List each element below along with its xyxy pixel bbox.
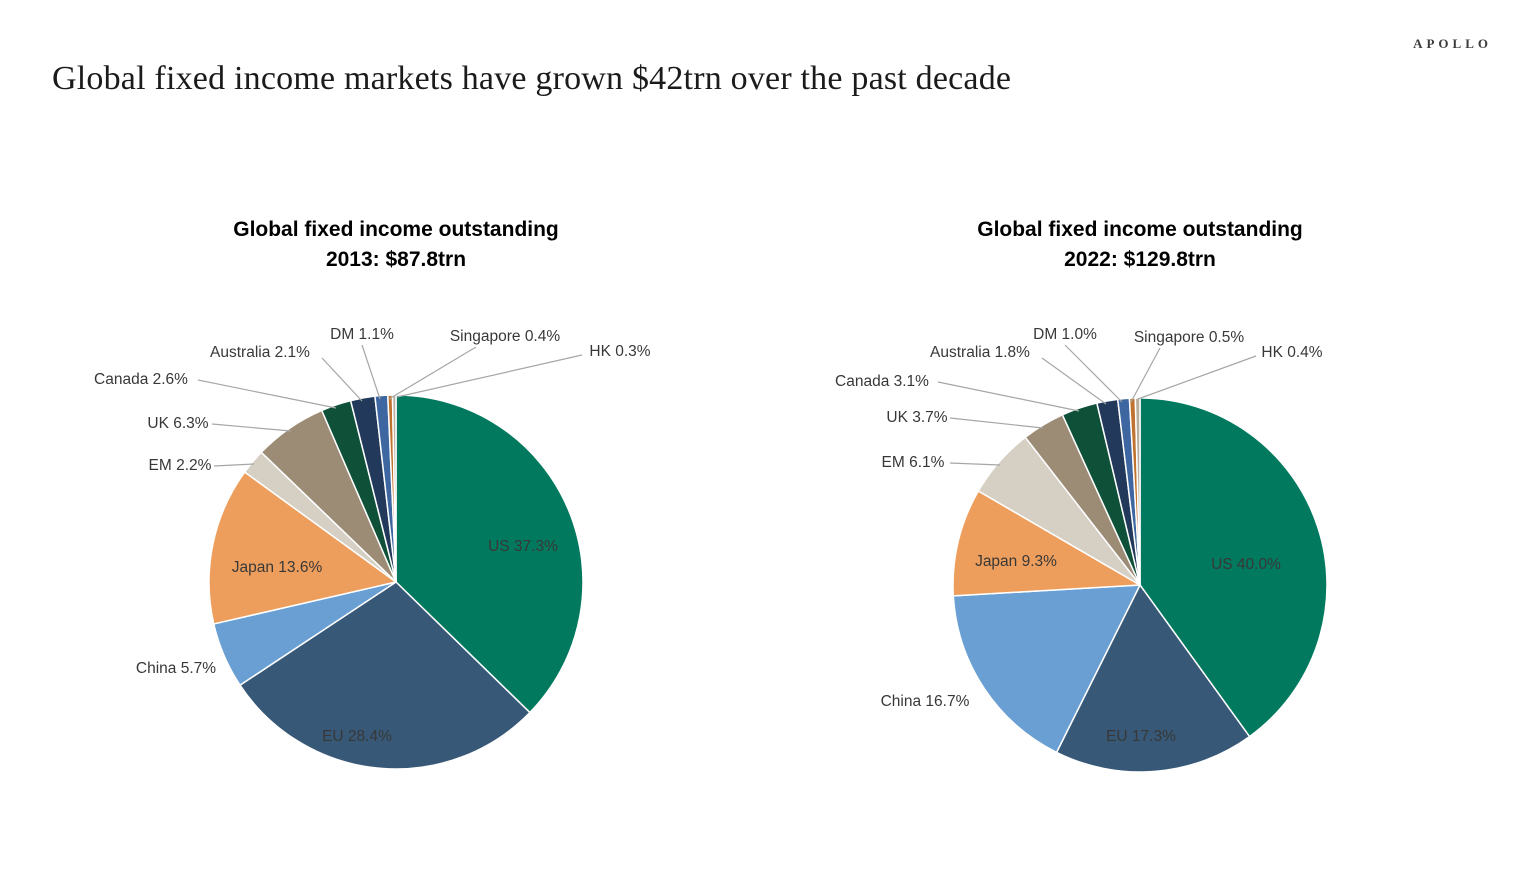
leader-line-canada	[937, 381, 1080, 412]
slice-label-uk: UK 6.3%	[147, 415, 208, 432]
leader-line-em	[213, 463, 255, 467]
slice-label-australia: Australia 2.1%	[210, 344, 310, 361]
leader-line-em	[949, 462, 1001, 466]
slice-label-us: US 40.0%	[1211, 556, 1281, 573]
slice-label-em: EM 2.2%	[149, 457, 212, 474]
pie-slice-eu	[239, 581, 531, 770]
leader-line-dm	[1064, 344, 1123, 403]
slice-label-singapore: Singapore 0.5%	[1134, 329, 1245, 346]
leader-line-hk	[1137, 355, 1257, 400]
leader-line-australia	[321, 357, 363, 402]
chart-2013: Global fixed income outstanding 2013: $8…	[46, 215, 746, 885]
slice-label-dm: DM 1.1%	[330, 326, 394, 343]
leader-line-canada	[197, 379, 337, 409]
slice-label-china: China 5.7%	[136, 660, 216, 677]
apollo-logo: APOLLO	[1413, 36, 1492, 51]
chart-title-2022: Global fixed income outstanding 2022: $1…	[790, 215, 1490, 276]
slice-label-canada: Canada 3.1%	[835, 373, 929, 390]
slice-label-eu: EU 28.4%	[322, 728, 392, 745]
pie-chart-2013: US 37.3% EU 28.4% China 5.7% Japan 13.6% EM …	[94, 326, 651, 770]
slice-label-eu: EU 17.3%	[1106, 728, 1176, 745]
slice-label-singapore: Singapore 0.4%	[450, 328, 561, 345]
leader-line-singapore	[388, 346, 477, 400]
pie-slice-japan	[952, 490, 1141, 597]
pie-slice-eu	[1055, 584, 1251, 773]
slice-label-us: US 37.3%	[488, 538, 558, 555]
slice-label-hk: HK 0.3%	[589, 343, 650, 360]
leader-line-hk	[396, 354, 583, 398]
pie-slice-japan	[208, 471, 397, 625]
chart-title-2013: Global fixed income outstanding 2013: $8…	[46, 215, 746, 276]
slice-label-australia: Australia 1.8%	[930, 344, 1030, 361]
slice-label-hk: HK 0.4%	[1261, 344, 1322, 361]
leader-line-singapore	[1130, 347, 1161, 403]
page-title: Global fixed income markets have grown $…	[52, 60, 1012, 97]
pie-slice-china	[952, 584, 1141, 754]
slice-label-uk: UK 3.7%	[886, 409, 947, 426]
pie-slice-us	[1139, 397, 1328, 738]
chart-title-2013-line1: Global fixed income outstanding	[233, 218, 559, 241]
slice-label-japan: Japan 9.3%	[975, 553, 1057, 570]
slice-label-em: EM 6.1%	[882, 454, 945, 471]
pie-slice-us	[395, 394, 584, 714]
chart-title-2013-line2: 2013: $87.8trn	[325, 248, 467, 272]
slice-label-japan: Japan 13.6%	[232, 559, 323, 576]
chart-title-2022-line2: 2022: $129.8trn	[1064, 248, 1216, 272]
leader-line-uk	[949, 417, 1044, 429]
pie-chart-2022: US 40.0% EU 17.3% China 16.7% Japan 9.3% EM …	[835, 326, 1328, 773]
leader-line-uk	[211, 423, 292, 432]
slice-label-china: China 16.7%	[881, 693, 970, 710]
slice-label-dm: DM 1.0%	[1033, 326, 1097, 343]
chart-title-2022-line1: Global fixed income outstanding	[977, 218, 1303, 241]
slice-label-canada: Canada 2.6%	[94, 371, 188, 388]
leader-line-australia	[1041, 357, 1107, 405]
chart-2022: Global fixed income outstanding 2022: $1…	[790, 215, 1490, 885]
leader-line-dm	[361, 344, 381, 400]
